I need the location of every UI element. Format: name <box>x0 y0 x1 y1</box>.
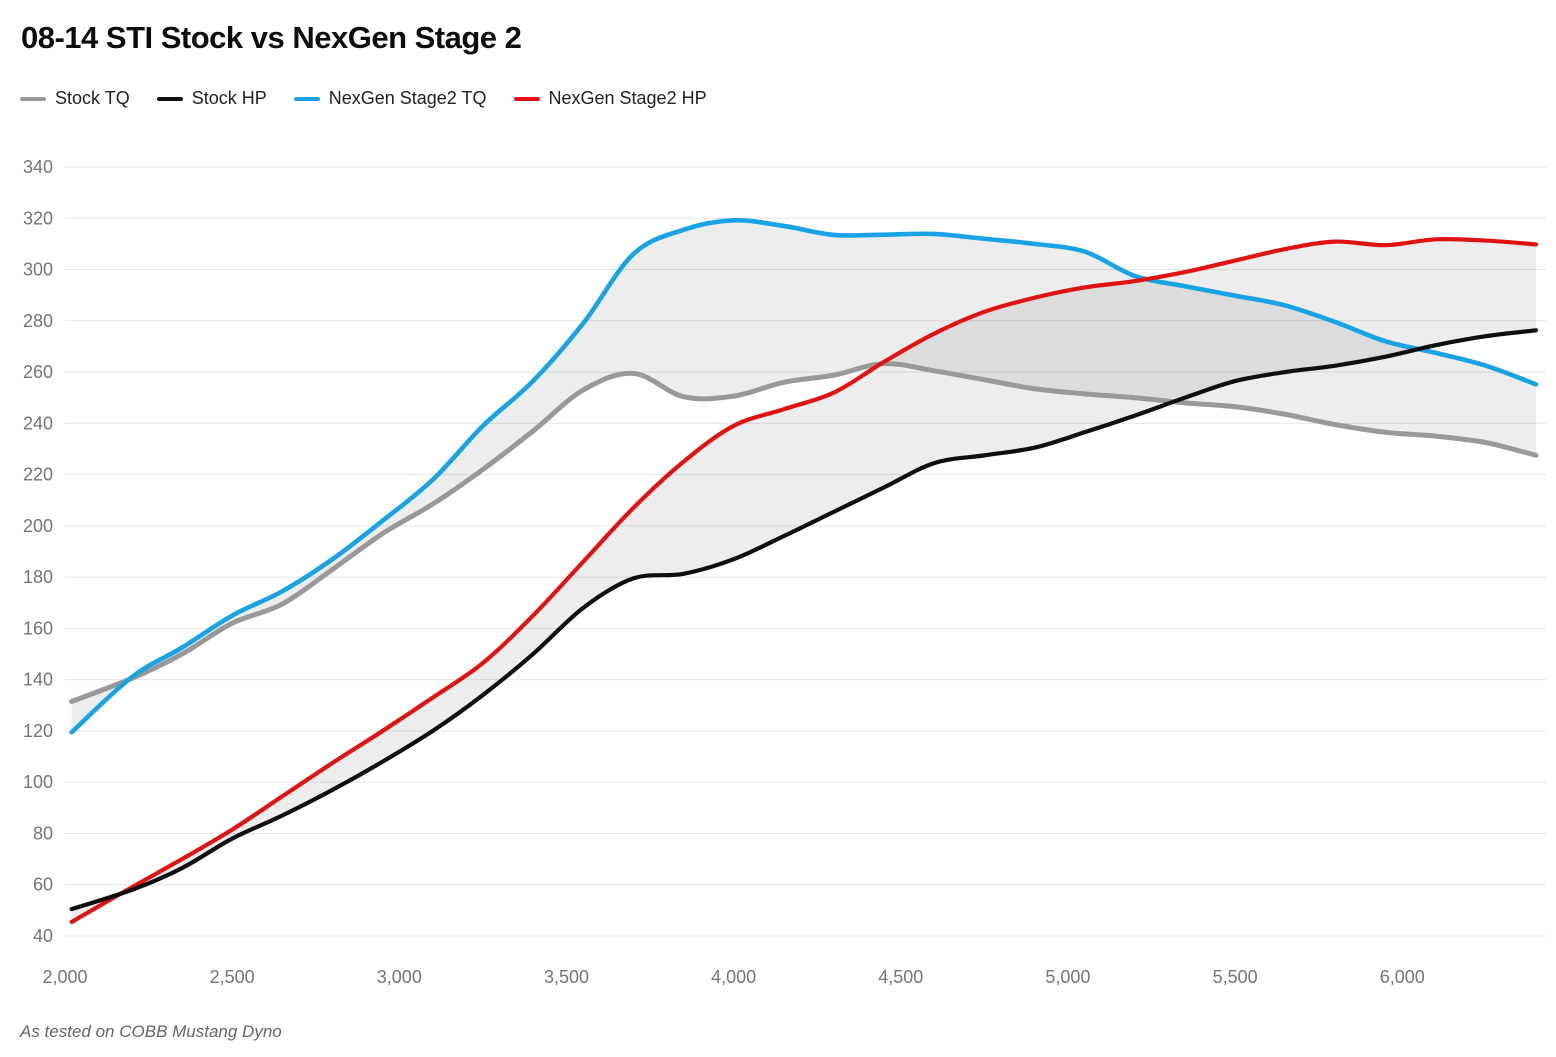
y-axis-label: 60 <box>33 875 53 895</box>
legend-swatch-icon <box>20 96 46 101</box>
x-axis-label: 5,000 <box>1045 967 1090 987</box>
y-axis-label: 200 <box>23 516 53 536</box>
series-line-nexgen-stage2-tq <box>69 217 1539 735</box>
legend-item-nexgen-stage2-hp: NexGen Stage2 HP <box>513 88 707 109</box>
series-line-nexgen-stage2-hp <box>69 236 1539 924</box>
y-axis-label: 40 <box>33 926 53 946</box>
y-axis-label: 120 <box>23 721 53 741</box>
y-axis-label: 180 <box>23 567 53 587</box>
legend-item-nexgen-stage2-tq: NexGen Stage2 TQ <box>293 88 487 109</box>
series-line-stock-tq <box>69 361 1539 704</box>
y-axis-label: 80 <box>33 823 53 843</box>
y-axis-label: 320 <box>23 208 53 228</box>
x-axis-label: 3,500 <box>544 967 589 987</box>
y-axis-label: 100 <box>23 772 53 792</box>
legend-label: NexGen Stage2 HP <box>548 88 707 108</box>
series-line-stock-hp <box>69 328 1539 912</box>
y-axis-label: 240 <box>23 413 53 433</box>
legend-label: NexGen Stage2 TQ <box>328 88 487 108</box>
y-axis-label: 260 <box>23 362 53 382</box>
difference-fill-area <box>71 220 1536 733</box>
x-axis-label: 4,500 <box>878 967 923 987</box>
x-axis-label: 2,500 <box>210 967 255 987</box>
difference-fill-area <box>71 239 1536 922</box>
legend-label: Stock TQ <box>55 88 130 108</box>
y-axis-label: 160 <box>23 618 53 638</box>
legend-label: Stock HP <box>191 88 267 108</box>
legend-swatch-icon <box>156 96 183 101</box>
legend-swatch-icon <box>293 96 320 101</box>
x-axis-label: 2,000 <box>42 967 87 987</box>
y-axis-label: 280 <box>23 311 53 331</box>
x-axis-label: 5,500 <box>1213 967 1258 987</box>
chart-legend: Stock TQ Stock HP NexGen Stage2 TQ NexGen S… <box>20 88 707 109</box>
x-axis-label: 6,000 <box>1380 967 1425 987</box>
legend-item-stock-hp: Stock HP <box>156 88 267 109</box>
y-axis-label: 140 <box>23 670 53 690</box>
chart-title: 08-14 STI Stock vs NexGen Stage 2 <box>21 20 522 55</box>
y-axis-label: 340 <box>23 157 53 177</box>
y-axis-label: 300 <box>23 260 53 280</box>
chart-footnote: As tested on COBB Mustang Dyno <box>20 1022 282 1041</box>
y-axis-label: 220 <box>23 465 53 485</box>
legend-item-stock-tq: Stock TQ <box>20 88 130 109</box>
x-axis-label: 3,000 <box>377 967 422 987</box>
legend-swatch-icon <box>513 96 540 101</box>
x-axis-label: 4,000 <box>711 967 756 987</box>
